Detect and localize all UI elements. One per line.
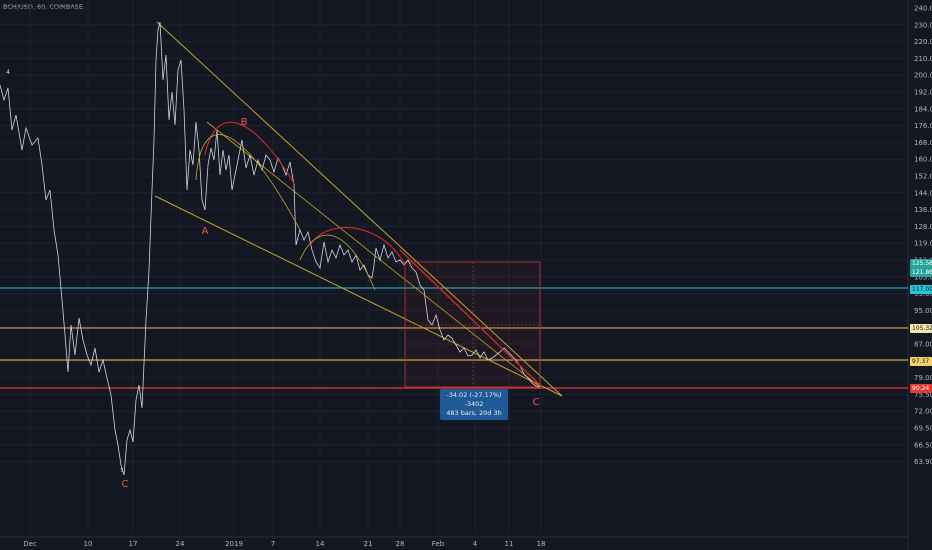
price-tick-label: 87.00: [914, 341, 932, 349]
price-tag: 125.56: [910, 259, 932, 268]
time-tick-label: 11: [505, 540, 514, 548]
price-tick-label: 79.00: [914, 374, 932, 382]
price-series-line: [0, 21, 541, 476]
time-tick-label: 2019: [225, 540, 243, 548]
price-tick-label: 144.00: [914, 189, 932, 197]
measure-tooltip: -34.02 (-27.17%) -3402 483 bars, 20d 3h: [440, 389, 508, 420]
time-tick-label: 24: [176, 540, 185, 548]
price-tick-label: 176.00: [914, 122, 932, 130]
price-tick-label: 69.50: [914, 425, 932, 433]
time-tick-label: 14: [316, 540, 325, 548]
price-tick-label: 95.00: [914, 307, 932, 315]
price-tick-label: 160.00: [914, 156, 932, 164]
wave-label-wB: B: [241, 117, 248, 128]
wedge-upper-line: [156, 21, 563, 397]
chart-title: BCH/USD, 60, COINBASE: [3, 3, 83, 11]
price-tick-label: 103.00: [914, 273, 932, 281]
measure-duration: 483 bars, 20d 3h: [446, 409, 502, 417]
price-tick-label: 63.90: [914, 458, 932, 466]
time-tick-label: 21: [364, 540, 373, 548]
price-tick-label: 200.00: [914, 72, 932, 80]
wave-label-wC2: C: [533, 397, 540, 408]
time-tick-label: 17: [129, 540, 138, 548]
price-tick-label: 240.00: [914, 5, 932, 13]
arc-second-gold: [299, 234, 376, 291]
arc-b-gold: [195, 134, 301, 231]
price-tick-label: 119.00: [914, 240, 932, 248]
price-tag: 97.37: [910, 357, 932, 366]
wedge-inner-line: [206, 121, 541, 388]
red-down-line: [399, 249, 541, 386]
price-tick-label: 192.00: [914, 89, 932, 97]
time-tick-label: 28: [396, 540, 405, 548]
wave-label-wC1: C: [122, 479, 129, 490]
price-tick-label: 72.00: [914, 408, 932, 416]
price-tick-label: 152.00: [914, 173, 932, 181]
arc-second-red: [309, 227, 406, 266]
wave-label-w5: 5: [120, 468, 123, 474]
time-tick-label: Feb: [432, 540, 445, 548]
time-tick-label: 18: [537, 540, 546, 548]
price-tick-label: 184.00: [914, 105, 932, 113]
wave-label-w4: 4: [6, 69, 10, 76]
time-tick-label: 4: [473, 540, 478, 548]
price-tick-label: 168.00: [914, 139, 932, 147]
time-tick-label: Dec: [23, 540, 37, 548]
price-tick-label: 99.00: [914, 290, 932, 298]
price-tick-label: 128.00: [914, 223, 932, 231]
price-tick-label: 210.00: [914, 55, 932, 63]
price-tag: 121.86: [910, 268, 932, 277]
wedge-lower-line: [154, 195, 563, 397]
time-tick-label: 7: [271, 540, 275, 548]
price-tag: 117.00: [910, 285, 932, 294]
price-tick-label: 220.00: [914, 38, 932, 46]
price-tag: 90.24: [910, 384, 932, 393]
price-tick-label: 136.00: [914, 206, 932, 214]
price-tick-label: 230.00: [914, 21, 932, 29]
price-tag: 105.32: [910, 324, 932, 333]
price-tick-label: 75.50: [914, 391, 932, 399]
wave-label-wA: A: [202, 226, 209, 237]
measure-box: [404, 261, 541, 388]
measure-change: -34.02 (-27.17%) -3402: [446, 391, 502, 408]
price-tick-label: 66.50: [914, 441, 932, 449]
arc-b-red: [204, 121, 296, 186]
time-tick-label: 10: [84, 540, 93, 548]
